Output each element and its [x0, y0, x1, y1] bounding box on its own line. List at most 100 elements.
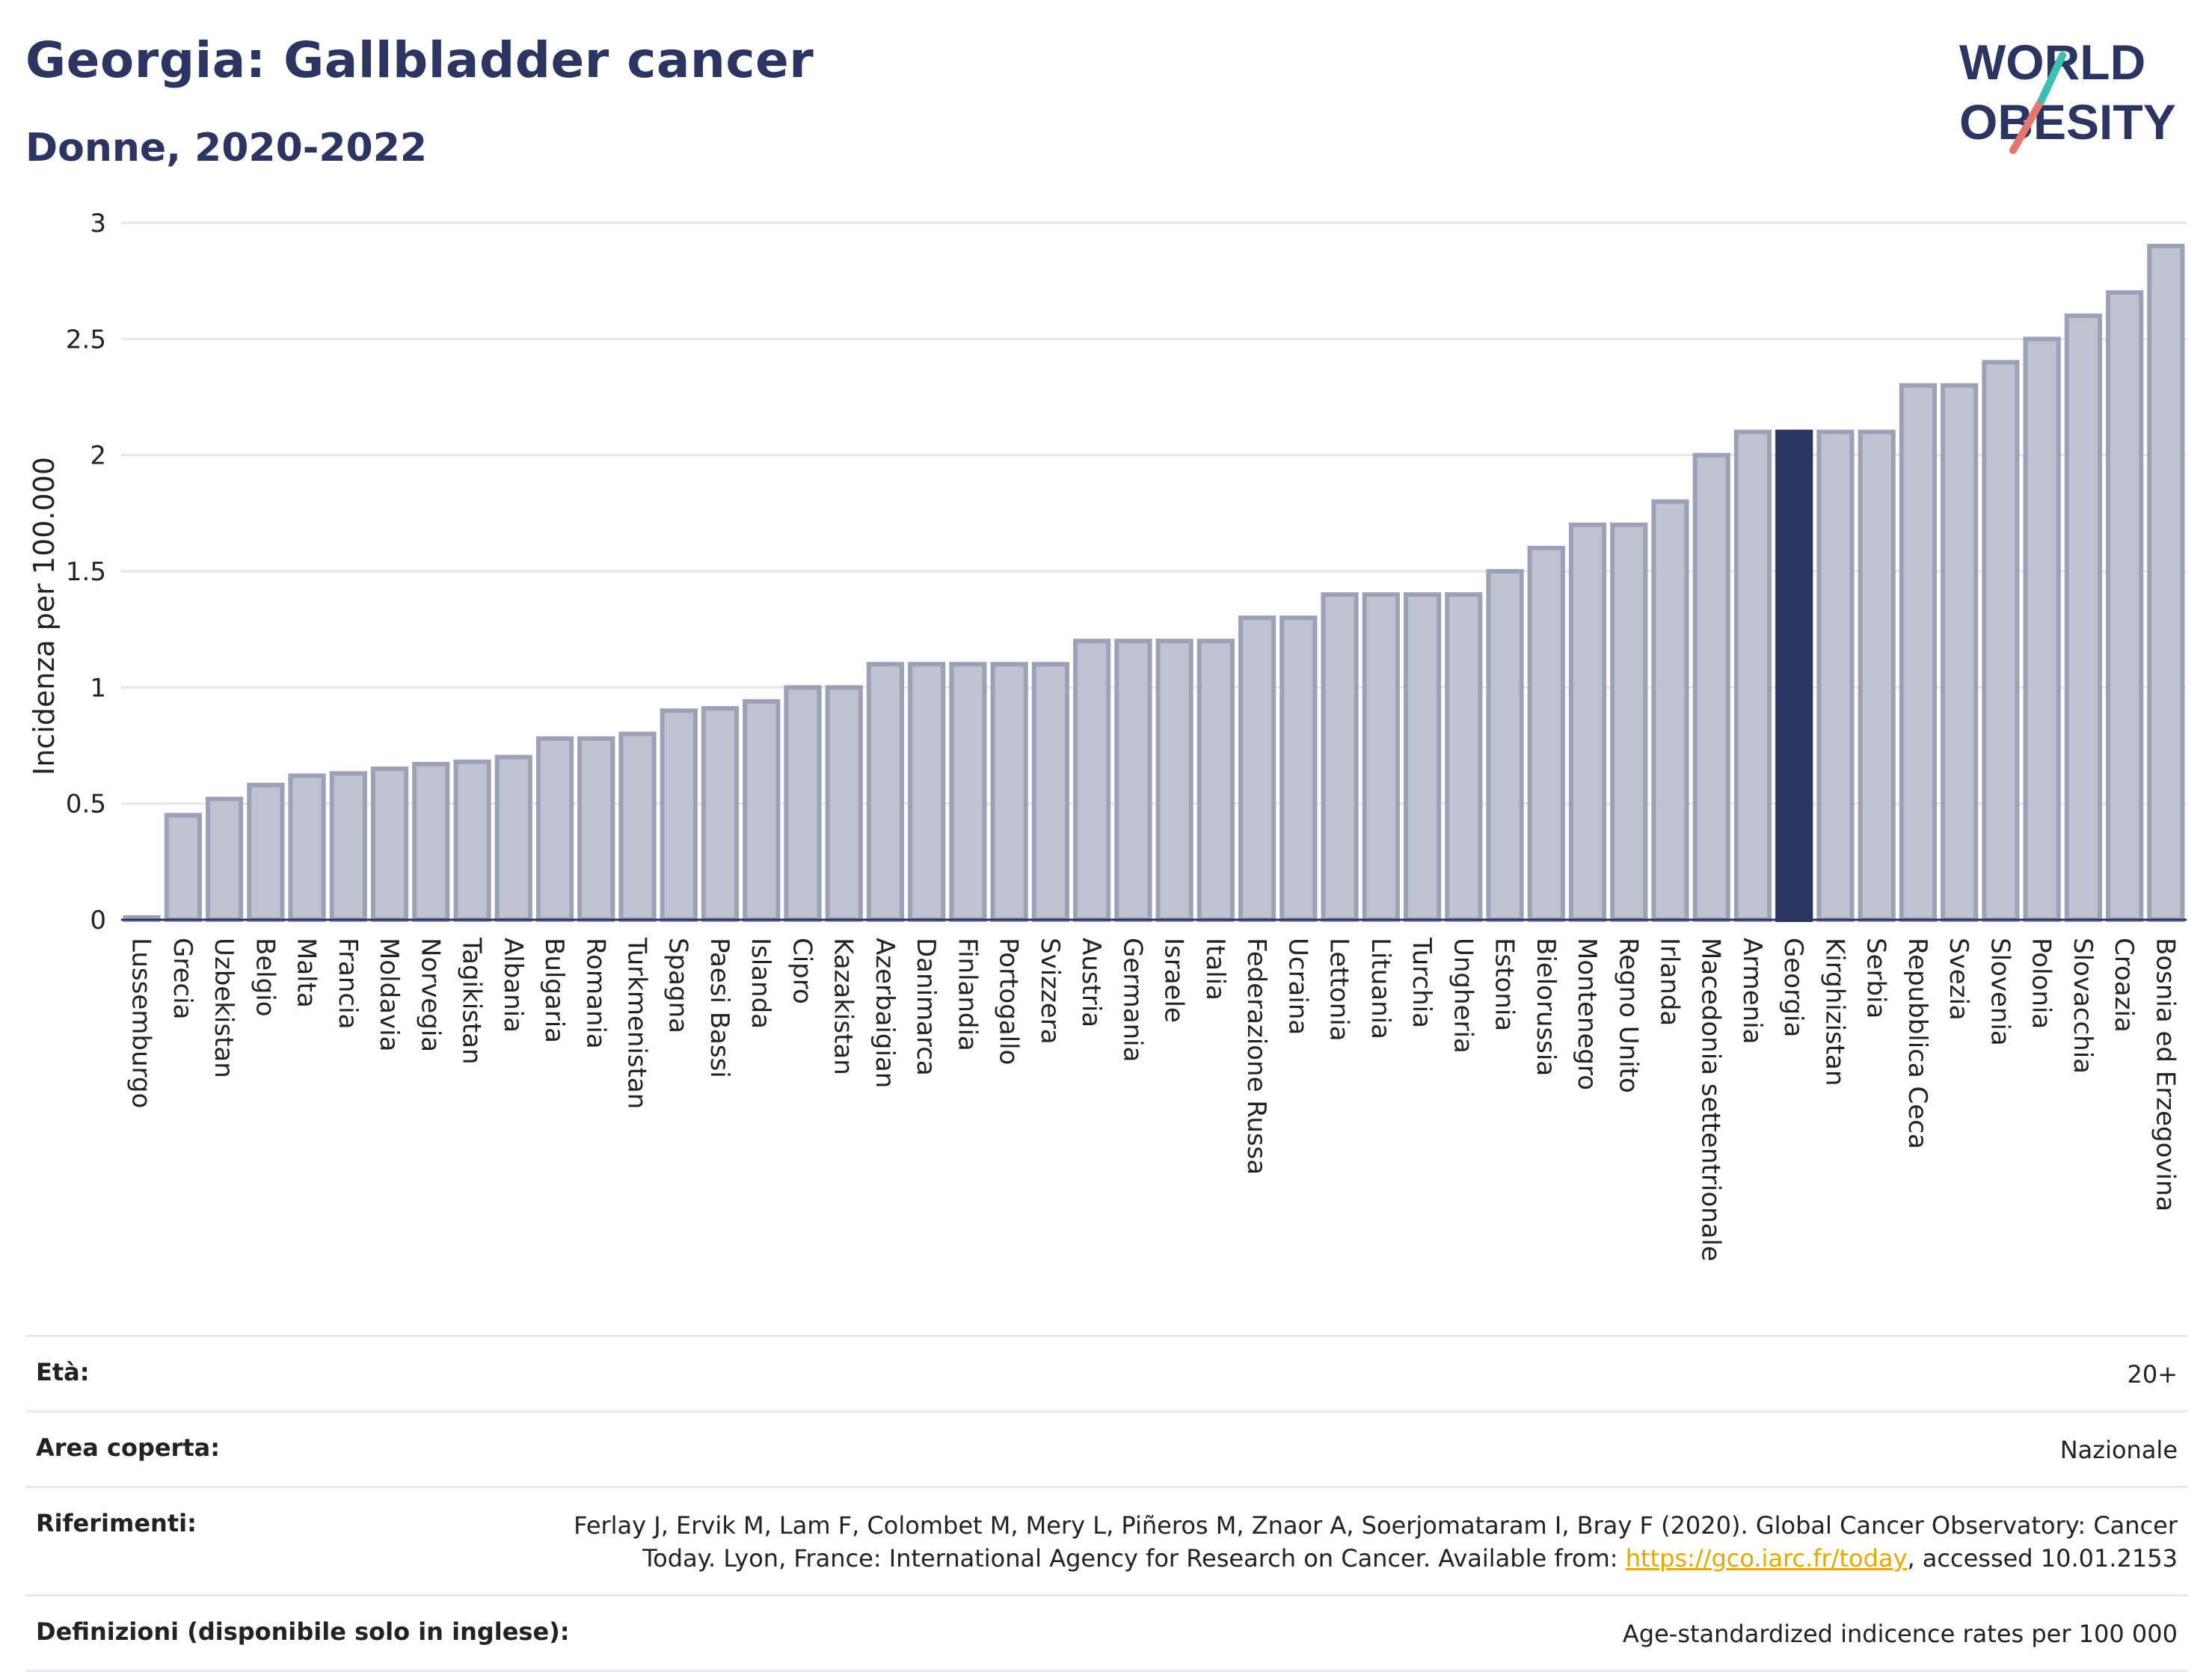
bar-serbia [1858, 429, 1896, 922]
y-tick-label: 1.5 [66, 557, 106, 587]
info-row-references: Riferimenti: Ferlay J, Ervik M, Lam F, C… [25, 1486, 2188, 1594]
bar-svezia [1941, 383, 1979, 922]
x-tick-label: Serbia [1861, 938, 1891, 1018]
y-tick-label: 1 [90, 673, 106, 703]
x-tick-label: Spagna [663, 938, 693, 1033]
info-label: Età: [36, 1358, 90, 1386]
x-tick-label: Norvegia [415, 938, 445, 1052]
info-label: Riferimenti: [36, 1509, 197, 1537]
x-tick-label: Slovacchia [2068, 938, 2098, 1074]
x-tick-label: Svezia [1944, 938, 1973, 1021]
x-tick-label: Moldavia [374, 938, 404, 1051]
y-tick-label: 0.5 [66, 790, 106, 820]
x-tick-label: Islanda [746, 938, 775, 1029]
chart-title: Georgia: Gallbladder cancer [25, 31, 814, 89]
x-tick-label: Finlandia [952, 938, 982, 1051]
x-tick-label: Kazakistan [829, 938, 858, 1075]
x-tick-label: Regno Unito [1613, 938, 1643, 1093]
info-row-age: Età: 20+ [25, 1335, 2188, 1410]
bar-ucraina [1279, 615, 1318, 923]
bar-danimarca [908, 662, 946, 922]
bar-kazakistan [825, 685, 863, 922]
bar-bosnia-ed-erzegovina [2147, 244, 2185, 923]
bar-irlanda [1651, 499, 1689, 922]
bar-grecia [164, 813, 202, 922]
reference-accessed: , accessed 10.01.2153 [1907, 1544, 2178, 1573]
bar-bielorussia [1527, 545, 1565, 923]
x-tick-label: Azerbaigian [870, 938, 900, 1088]
x-tick-label: Lussemburgo [126, 938, 156, 1108]
y-tick-label: 2.5 [66, 325, 106, 354]
info-value: Nazionale [2059, 1436, 2178, 1464]
x-tick-label: Irlanda [1655, 938, 1685, 1026]
info-value: Age-standardized indicence rates per 100… [1622, 1620, 2178, 1648]
y-tick-label: 2 [90, 441, 106, 471]
x-tick-label: Croazia [2109, 938, 2139, 1033]
logo-slash-coral [2009, 96, 2045, 154]
bar-norvegia [412, 761, 450, 922]
bar-estonia [1486, 569, 1524, 922]
bar-bulgaria [535, 736, 574, 922]
x-tick-label: Lettonia [1324, 938, 1354, 1042]
x-tick-label: Lituania [1365, 938, 1395, 1039]
x-tick-label: Armenia [1737, 938, 1767, 1045]
info-value: 20+ [2127, 1360, 2178, 1389]
x-tick-label: Bosnia ed Erzegovina [2150, 938, 2180, 1211]
bar-repubblica-ceca [1899, 383, 1938, 922]
y-axis-label: Incidenza per 100.000 [28, 457, 61, 775]
bar-uzbekistan [206, 796, 244, 923]
info-value: Ferlay J, Ervik M, Lam F, Colombet M, Me… [570, 1509, 2178, 1575]
x-tick-label: Bulgaria [539, 938, 569, 1043]
bar-paesi-bassi [701, 706, 740, 922]
bar-montenegro [1568, 522, 1607, 922]
x-tick-label: Albania [498, 938, 528, 1033]
reference-link[interactable]: https://gco.iarc.fr/today [1625, 1544, 1908, 1573]
bar-moldavia [370, 766, 409, 922]
world-obesity-logo: WORLD OBESITY [1959, 34, 2176, 154]
bar-belgio [247, 782, 285, 923]
x-tick-label: Romania [580, 938, 610, 1049]
x-tick-label: Montenegro [1572, 938, 1602, 1090]
x-tick-label: Macedonia settentrionale [1696, 938, 1726, 1261]
bar-slovacchia [2064, 313, 2102, 922]
x-tick-label: Ucraina [1282, 938, 1312, 1035]
bar-chart: 0 0.5 1 1.5 2 2.5 3 Incidenza per 100.000 Lussem… [28, 209, 2187, 1261]
x-tick-label: Turchia [1407, 937, 1437, 1028]
y-tick-label: 0 [90, 906, 106, 935]
bar-armenia [1733, 429, 1772, 922]
x-tick-label: Paesi Bassi [704, 938, 734, 1078]
x-tick-label: Federazione Russa [1241, 938, 1271, 1175]
bar-turchia [1403, 592, 1442, 922]
x-tick-label: Georgia [1778, 938, 1808, 1037]
info-label: Area coperta: [36, 1433, 221, 1462]
x-tick-label: Tagikistan [457, 937, 487, 1065]
x-tick-label: Israele [1159, 938, 1189, 1023]
bar-azerbaigian [866, 662, 905, 922]
x-tick-label: Grecia [168, 938, 197, 1019]
info-row-definitions: Definizioni (disponibile solo in inglese… [25, 1594, 2188, 1672]
y-tick-label: 3 [90, 209, 106, 239]
x-tick-label: Bielorussia [1531, 938, 1561, 1076]
x-tick-label: Austria [1076, 938, 1106, 1027]
bar-germania [1114, 639, 1152, 922]
x-tick-label: Repubblica Ceca [1902, 938, 1932, 1149]
bar-spagna [660, 708, 698, 923]
bar-ungheria [1445, 592, 1483, 922]
bar-austria [1073, 639, 1111, 922]
bar-georgia [1775, 429, 1813, 922]
x-tick-label: Malta [292, 938, 322, 1008]
x-tick-label: Ungheria [1448, 938, 1478, 1054]
bar-romania [577, 736, 615, 922]
info-label: Definizioni (disponibile solo in inglese… [36, 1617, 570, 1646]
bar-macedonia-settentrionale [1692, 452, 1730, 922]
bar-israele [1155, 639, 1193, 922]
x-tick-label: Svizzera [1035, 938, 1065, 1045]
bar-francia [329, 771, 367, 923]
x-tick-label: Portogallo [994, 938, 1024, 1065]
bar-federazione-russa [1238, 615, 1276, 923]
bar-turkmenistan [618, 731, 657, 923]
chart-subtitle: Donne, 2020-2022 [25, 126, 428, 170]
x-tick-label: Estonia [1490, 938, 1520, 1031]
x-tick-label: Cipro [787, 938, 817, 1004]
bar-portogallo [990, 662, 1028, 922]
